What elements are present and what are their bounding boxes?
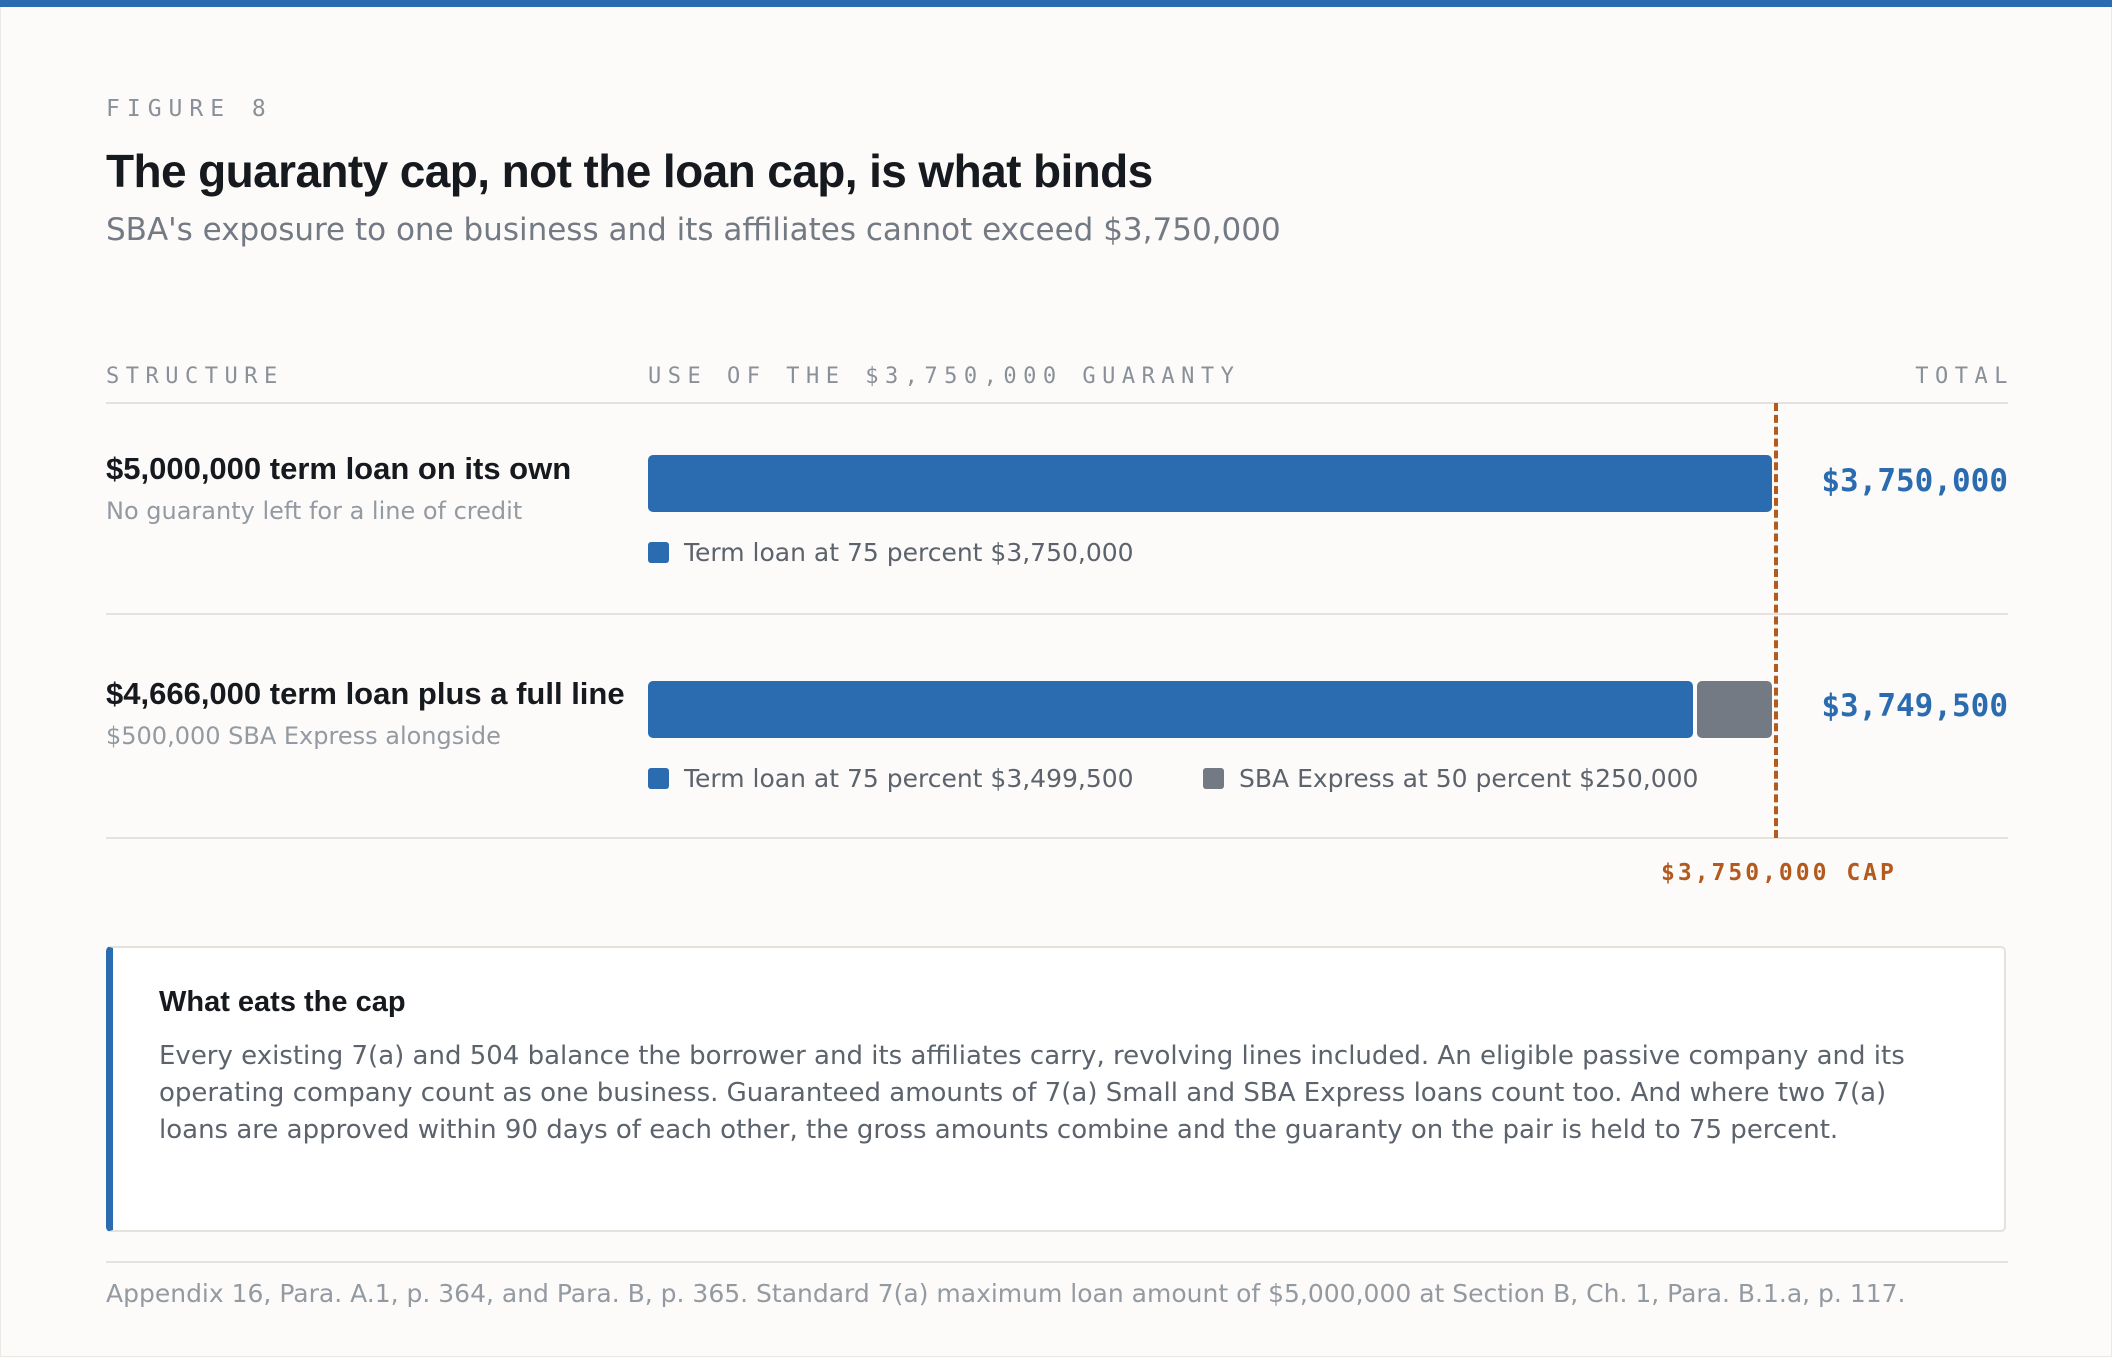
bar-segment-term xyxy=(648,455,1772,512)
note-title: What eats the cap xyxy=(159,986,406,1018)
row-subtitle: No guaranty left for a line of credit xyxy=(106,497,523,525)
bar-segment-express xyxy=(1696,681,1772,738)
figure-eyebrow: FIGURE 8 xyxy=(106,96,273,122)
legend-label: Term loan at 75 percent $3,499,500 xyxy=(684,763,1134,793)
row-title: $5,000,000 term loan on its own xyxy=(106,451,572,486)
legend-label: Term loan at 75 percent $3,750,000 xyxy=(684,537,1134,567)
chart-bottom-divider xyxy=(106,837,2008,839)
row-title: $4,666,000 term loan plus a full line xyxy=(106,676,625,711)
column-header-total: TOTAL xyxy=(1915,364,2014,389)
legend-swatch-term xyxy=(648,767,669,789)
legend-key: Term loan at 75 percent $3,750,000 xyxy=(648,537,1134,567)
source-note: Appendix 16, Para. A.1, p. 364, and Para… xyxy=(106,1279,1906,1308)
chart-title: The guaranty cap, not the loan cap, is w… xyxy=(106,145,1153,197)
note-body: Every existing 7(a) and 504 balance the … xyxy=(159,1041,1905,1145)
row-subtitle: $500,000 SBA Express alongside xyxy=(106,722,501,750)
row-total: $3,750,000 xyxy=(1821,463,2008,499)
header-divider xyxy=(106,402,2008,404)
legend-swatch-term xyxy=(648,541,669,563)
chart-subtitle: SBA's exposure to one business and its a… xyxy=(106,212,1281,248)
top-accent-rule xyxy=(0,0,2112,7)
source-divider xyxy=(106,1261,2008,1263)
column-header-structure: STRUCTURE xyxy=(106,364,284,389)
legend-key: SBA Express at 50 percent $250,000 xyxy=(1203,763,1698,793)
column-header-use: USE OF THE $3,750,000 GUARANTY xyxy=(648,364,1241,389)
row-total: $3,749,500 xyxy=(1821,688,2008,724)
row-divider xyxy=(106,613,2008,615)
cap-reference-line xyxy=(1774,403,1778,838)
legend-key: Term loan at 75 percent $3,499,500 xyxy=(648,763,1134,793)
cap-label: $3,750,000 CAP xyxy=(1661,860,1897,886)
callout-note: What eats the cap Every existing 7(a) an… xyxy=(106,946,2006,1232)
bar-segment-term xyxy=(648,681,1693,738)
legend-swatch-express xyxy=(1203,767,1224,789)
legend-label: SBA Express at 50 percent $250,000 xyxy=(1239,763,1699,793)
